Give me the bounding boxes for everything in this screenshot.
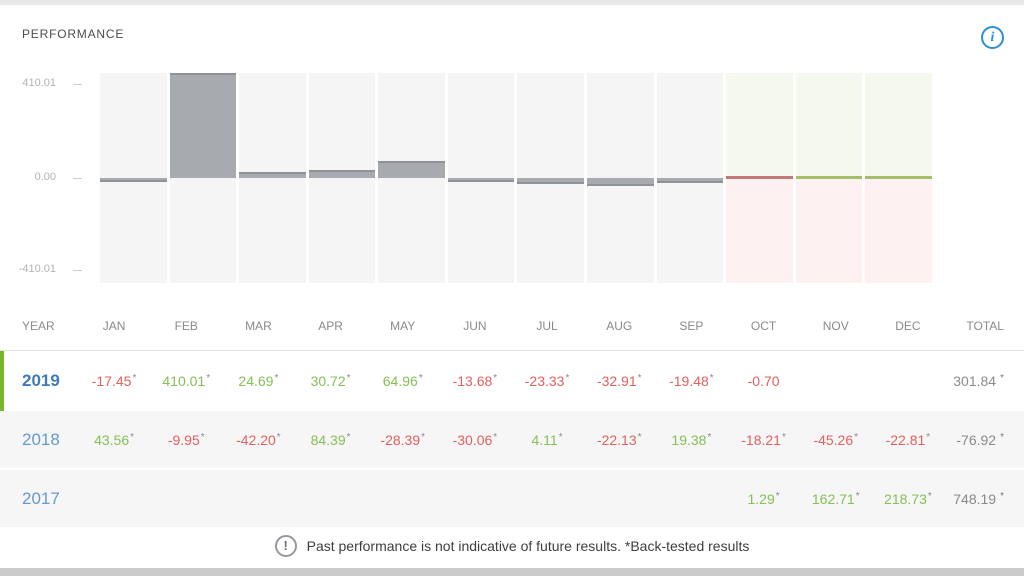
zero-line-red [726,176,793,179]
disclaimer-text: Past performance is not indicative of fu… [306,538,750,554]
chart-column-may[interactable] [378,73,445,283]
year-cell-2017[interactable]: 2017 [22,488,60,508]
performance-bar-may [378,161,445,178]
value-cell-2018-sep: 19.38* [671,431,712,448]
chart-column-jul[interactable] [517,73,585,283]
chart-column-oct[interactable] [726,73,793,283]
value-cell-2018-dec: -22.81* [885,431,931,448]
performance-table: YEAR JAN FEB MAR APR MAY JUN JUL AUG SEP OCT NOV DEC… [0,302,1024,527]
chart-column-sep[interactable] [656,73,724,283]
y-axis-tick [73,270,82,271]
performance-bar-jan [100,178,167,182]
chart-column-jun[interactable] [447,73,515,283]
column-header-feb: FEB [174,319,198,333]
column-header-jun: JUN [463,319,487,333]
disclaimer: ! Past performance is not indicative of … [0,524,1024,568]
y-axis-label-min: -410.01 [18,263,56,275]
column-header-jul: JUL [536,319,558,333]
table-body: 2019 -17.45* 410.01* 24.69* 30.72* 64.96* -13.… [0,350,1024,527]
column-header-aug: AUG [606,319,633,333]
column-header-sep: SEP [679,319,704,333]
y-axis-label-zero: 0.00 [34,171,56,183]
value-cell-2018-feb: -9.95* [167,431,205,448]
value-cell-2018-jul: 4.11* [531,431,563,448]
year-cell-2019[interactable]: 2019 [22,371,60,390]
table-row-2018[interactable]: 2018 43.56* -9.95* -42.20* 84.39* -28.39* -30.… [0,411,1024,468]
column-header-dec: DEC [895,319,921,333]
column-header-oct: OCT [750,319,777,333]
value-cell-2018-jun: -30.06* [452,431,498,448]
performance-bar-feb [169,73,237,178]
total-cell-2017: 748.19 * [953,490,1004,507]
value-cell-2018-nov: -45.26* [813,431,859,448]
table-row-2017[interactable]: 2017 1.29* 162.71* 218.73* 748.19 * [0,468,1024,527]
top-divider [0,0,1024,5]
bottom-divider [0,568,1024,576]
performance-bar-sep [656,178,724,183]
value-cell-2019-jun: -13.68* [452,373,498,389]
column-header-nov: NOV [822,319,849,333]
y-axis-tick [73,178,82,179]
value-cell-2019-jan: -17.45* [91,373,137,389]
value-cell-2018-oct: -18.21* [741,431,786,448]
column-header-jan: JAN [102,319,126,333]
value-cell-2019-may: 64.96* [382,373,423,389]
total-cell-2019: 301.84 * [953,373,1004,389]
info-icon[interactable]: i [981,26,1004,49]
column-header-apr: APR [318,319,343,333]
value-cell-2018-mar: -42.20* [236,431,281,448]
chart-column-feb[interactable] [169,73,237,283]
page-title: PERFORMANCE [22,27,125,41]
table-row-2019[interactable]: 2019 -17.45* 410.01* 24.69* 30.72* 64.96* -13.… [0,350,1024,411]
column-header-total: TOTAL [966,319,1004,333]
value-cell-2018-aug: -22.13* [596,431,642,448]
column-header-year: YEAR [22,319,55,333]
column-header-may: MAY [390,319,416,333]
chart-column-jan[interactable] [100,73,167,283]
value-cell-2017-oct: 1.29* [747,490,780,507]
performance-bar-jun [447,178,515,182]
value-cell-2019-apr: 30.72* [310,373,351,389]
chart-column-apr[interactable] [308,73,376,283]
value-cell-2019-aug: -32.91* [596,373,642,389]
chart-column-dec[interactable] [865,73,932,283]
chart-column-mar[interactable] [239,73,306,283]
performance-bar-jul [517,178,585,184]
y-axis-label-max: 410.01 [22,77,56,89]
value-cell-2019-oct: -0.70 [747,373,780,389]
value-cell-2018-jan: 43.56* [94,431,135,448]
value-cell-2019-jul: -23.33* [524,373,570,389]
value-cell-2019-mar: 24.69* [238,373,279,389]
y-axis-tick [73,84,82,85]
value-cell-2018-apr: 84.39* [310,431,351,448]
chart-column-nov[interactable] [795,73,863,283]
value-cell-2019-feb: 410.01* [162,373,211,389]
value-cell-2019-sep: -19.48* [669,373,714,389]
value-cell-2017-dec: 218.73* [884,490,932,507]
value-cell-2018-may: -28.39* [380,431,426,448]
performance-bar-mar [239,172,306,178]
year-cell-2018[interactable]: 2018 [22,429,60,449]
chart-column-aug[interactable] [587,73,654,283]
performance-bar-apr [308,170,376,178]
warning-icon: ! [274,535,297,557]
value-cell-2017-nov: 162.71* [811,490,860,507]
zero-line-green [795,176,863,179]
table-header-row: YEAR JAN FEB MAR APR MAY JUN JUL AUG SEP OCT NOV DEC… [0,302,1024,350]
total-cell-2018: -76.92 * [956,431,1004,448]
performance-bar-aug [587,178,654,186]
performance-chart [100,73,932,283]
column-header-mar: MAR [245,319,272,333]
zero-line-green [865,176,932,179]
